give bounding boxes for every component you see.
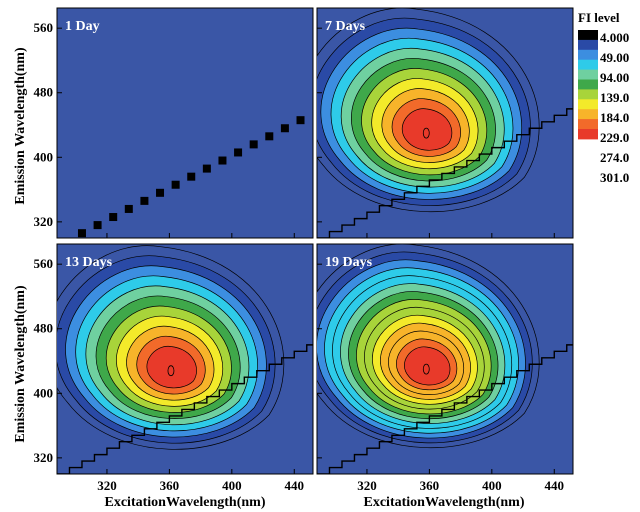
x-tick-label: 440 (285, 478, 305, 493)
scatter-square (140, 196, 149, 205)
scatter-square (156, 188, 165, 197)
y-tick-label: 560 (34, 256, 54, 271)
scatter-square (77, 229, 86, 238)
scatter-square (109, 213, 118, 222)
panel-label: 13 Days (65, 255, 113, 270)
panels-group: 1 Day 7 Days 13 Days 19 Days (56, 7, 574, 475)
legend-label: 94.00 (600, 70, 629, 85)
y-tick-label: 320 (34, 214, 54, 229)
y-tick-label: 480 (34, 321, 54, 336)
y-tick-labels: 320 400 480 560 320 400 480 560 (34, 20, 54, 465)
x-tick-label: 360 (160, 478, 180, 493)
y-tick-label: 480 (34, 85, 54, 100)
scatter-square (249, 140, 258, 149)
y-axis-title-bottom: Emission Wavelength(nm) (13, 285, 28, 443)
scatter-square (234, 148, 243, 157)
legend-swatch (578, 69, 598, 80)
legend-swatch (578, 79, 598, 90)
legend-swatch (578, 109, 598, 120)
panel-3: 13 Days (56, 243, 314, 475)
legend-swatch (578, 129, 598, 140)
panel-1: 1 Day (56, 7, 314, 239)
legend-label: 301.0 (600, 170, 629, 185)
legend-label: 4.000 (600, 30, 629, 45)
y-tick-label: 320 (34, 450, 54, 465)
x-tick-label: 400 (482, 478, 502, 493)
x-tick-labels: 320 360 400 440 320 360 400 440 (97, 478, 564, 493)
x-tick-label: 360 (420, 478, 440, 493)
scatter-square (265, 132, 274, 141)
x-axis-title-right: ExcitationWavelength(nm) (364, 495, 525, 510)
panel-2: 7 Days (316, 7, 574, 239)
contour-level-11 (146, 346, 197, 389)
y-tick-label: 400 (34, 149, 54, 164)
scatter-square (171, 180, 180, 189)
scatter-square (202, 164, 211, 173)
scatter-square (124, 204, 133, 213)
contour-level-14 (404, 346, 451, 386)
legend-label: 139.0 (600, 90, 629, 105)
panel-background (56, 7, 314, 239)
peak-marker (422, 363, 430, 375)
legend-swatch (578, 49, 598, 61)
legend-swatch (578, 119, 598, 130)
peak-marker (422, 127, 430, 139)
contour-level-11 (401, 108, 453, 151)
legend-swatch (578, 30, 598, 41)
panel-label: 1 Day (65, 19, 100, 34)
legend-title: FI level (578, 10, 620, 25)
x-tick-label: 440 (545, 478, 565, 493)
scatter-line (317, 108, 573, 238)
scatter-line (57, 344, 313, 474)
legend-label: 274.0 (600, 150, 629, 165)
legend-swatch (578, 59, 598, 71)
legend: FI level 4.000 49.00 94.00 139.0 184.0 229.0 2… (578, 10, 629, 185)
scatter-square (93, 221, 102, 230)
peak-marker (167, 365, 175, 377)
scatter-square (296, 116, 305, 125)
scatter-square (187, 172, 196, 181)
x-tick-label: 320 (97, 478, 117, 493)
legend-swatch (578, 39, 598, 51)
y-tick-label: 560 (34, 20, 54, 35)
scatter-square (280, 124, 289, 133)
panel-label: 19 Days (325, 255, 373, 270)
scatter-square (218, 156, 227, 165)
panel-4: 19 Days (316, 243, 574, 475)
legend-swatch (578, 89, 598, 100)
y-tick-label: 400 (34, 385, 54, 400)
x-tick-label: 320 (357, 478, 377, 493)
x-tick-label: 400 (222, 478, 242, 493)
x-axis-title-left: ExcitationWavelength(nm) (105, 495, 266, 510)
legend-label: 49.00 (600, 50, 629, 65)
scatter-line (317, 344, 573, 474)
y-axis-title-top: Emission Wavelength(nm) (13, 47, 28, 205)
legend-label: 229.0 (600, 130, 629, 145)
legend-label: 184.0 (600, 110, 629, 125)
panel-label: 7 Days (325, 19, 366, 34)
legend-swatch (578, 99, 598, 110)
